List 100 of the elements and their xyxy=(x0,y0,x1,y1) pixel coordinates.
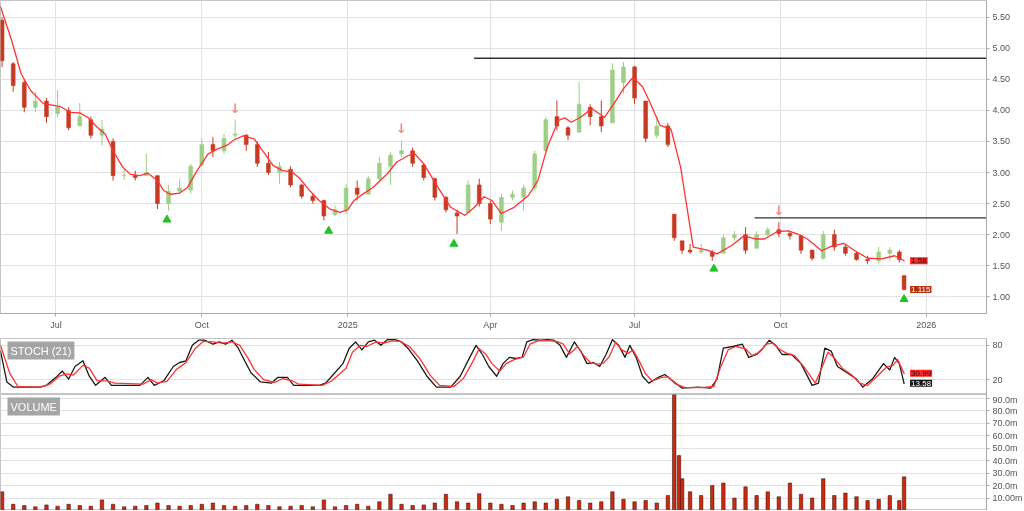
bar xyxy=(144,505,149,510)
candlestick xyxy=(388,151,393,186)
bar xyxy=(266,505,271,510)
candlestick xyxy=(88,116,94,139)
bar xyxy=(122,506,127,510)
bar xyxy=(710,485,715,510)
bar xyxy=(865,500,870,510)
y-tick-label: 4.00 xyxy=(992,105,1011,116)
x-tick-label: Jul xyxy=(50,319,62,330)
candlestick xyxy=(44,97,49,124)
y-tick-label: 60.0m xyxy=(992,430,1018,441)
candlestick xyxy=(687,243,693,255)
bar xyxy=(332,506,337,510)
bar xyxy=(188,505,193,510)
bar xyxy=(88,505,93,510)
bar xyxy=(743,486,748,510)
bar xyxy=(111,504,116,510)
candlestick xyxy=(343,183,349,215)
candlestick xyxy=(255,140,260,168)
y-tick-label: 5.00 xyxy=(992,43,1011,54)
bar xyxy=(155,502,160,510)
x-tick-label: 2025 xyxy=(337,319,358,330)
x-tick-label: Oct xyxy=(194,319,210,330)
candlestick xyxy=(10,61,16,93)
bar xyxy=(344,505,349,510)
bar xyxy=(299,505,304,510)
bar xyxy=(177,505,182,510)
bar xyxy=(672,394,677,510)
annotation: 1.115 xyxy=(911,285,932,295)
bar xyxy=(499,504,504,510)
y-tick-label: 3.00 xyxy=(992,167,1011,178)
bar xyxy=(521,502,526,510)
bar xyxy=(22,505,27,510)
y-tick-label: 2.50 xyxy=(992,198,1011,209)
bar xyxy=(33,506,38,510)
bar xyxy=(843,492,848,510)
bar xyxy=(399,504,404,510)
bar xyxy=(554,499,559,510)
candlestick xyxy=(210,136,216,158)
y-tick-label: 2.00 xyxy=(992,229,1011,240)
bar xyxy=(377,501,382,510)
bar xyxy=(510,505,515,510)
line-series xyxy=(0,6,905,262)
x-tick-label: 2026 xyxy=(916,319,937,330)
bar xyxy=(421,504,426,510)
candlestick xyxy=(33,91,38,113)
bar xyxy=(610,491,615,510)
y-tick-label: 50.0m xyxy=(992,443,1018,454)
bar xyxy=(55,505,60,510)
bar xyxy=(721,482,726,510)
bar xyxy=(233,505,238,510)
bar xyxy=(210,502,215,510)
annotation: 1.58 xyxy=(911,256,928,266)
bar xyxy=(632,501,637,510)
bar xyxy=(310,506,315,510)
candlestick xyxy=(188,163,193,195)
candlestick xyxy=(672,213,677,242)
annotation: ↓ xyxy=(396,121,408,137)
bar xyxy=(466,502,471,510)
candlestick xyxy=(665,122,671,148)
bar xyxy=(44,504,49,510)
candlestick xyxy=(654,116,659,139)
bar xyxy=(443,494,448,510)
bar xyxy=(577,500,582,510)
bar xyxy=(821,478,826,510)
bar xyxy=(776,496,781,510)
bar xyxy=(876,499,881,510)
bar xyxy=(532,501,537,510)
text: STOCH (21) xyxy=(10,344,72,357)
y-tick-label: 10.00m xyxy=(992,493,1023,504)
bar xyxy=(799,494,804,510)
candlestick xyxy=(621,61,626,95)
bar xyxy=(765,491,770,510)
bar xyxy=(488,502,493,510)
x-tick-label: Apr xyxy=(483,319,498,330)
bar xyxy=(255,504,260,510)
bar xyxy=(355,504,360,510)
bar xyxy=(854,496,859,510)
bar xyxy=(588,502,593,510)
bar xyxy=(288,505,293,510)
bar xyxy=(599,501,604,510)
bar xyxy=(77,505,82,510)
bar xyxy=(754,495,759,510)
candlestick xyxy=(477,178,482,208)
bar xyxy=(166,505,171,510)
candlestick xyxy=(232,119,238,141)
y-tick-label: 20.0m xyxy=(992,480,1018,491)
bar xyxy=(66,504,71,510)
bar xyxy=(665,495,670,510)
y-tick-label: 70.0m xyxy=(992,418,1018,429)
bar xyxy=(688,491,693,510)
annotation: ↓ xyxy=(773,203,785,219)
bar xyxy=(388,494,393,510)
y-tick-label: 1.00 xyxy=(992,291,1011,302)
candlestick xyxy=(221,133,227,155)
bar xyxy=(244,505,249,510)
x-tick-label: Oct xyxy=(773,319,788,330)
bar xyxy=(477,493,482,510)
point xyxy=(162,214,172,223)
bar xyxy=(410,505,415,510)
